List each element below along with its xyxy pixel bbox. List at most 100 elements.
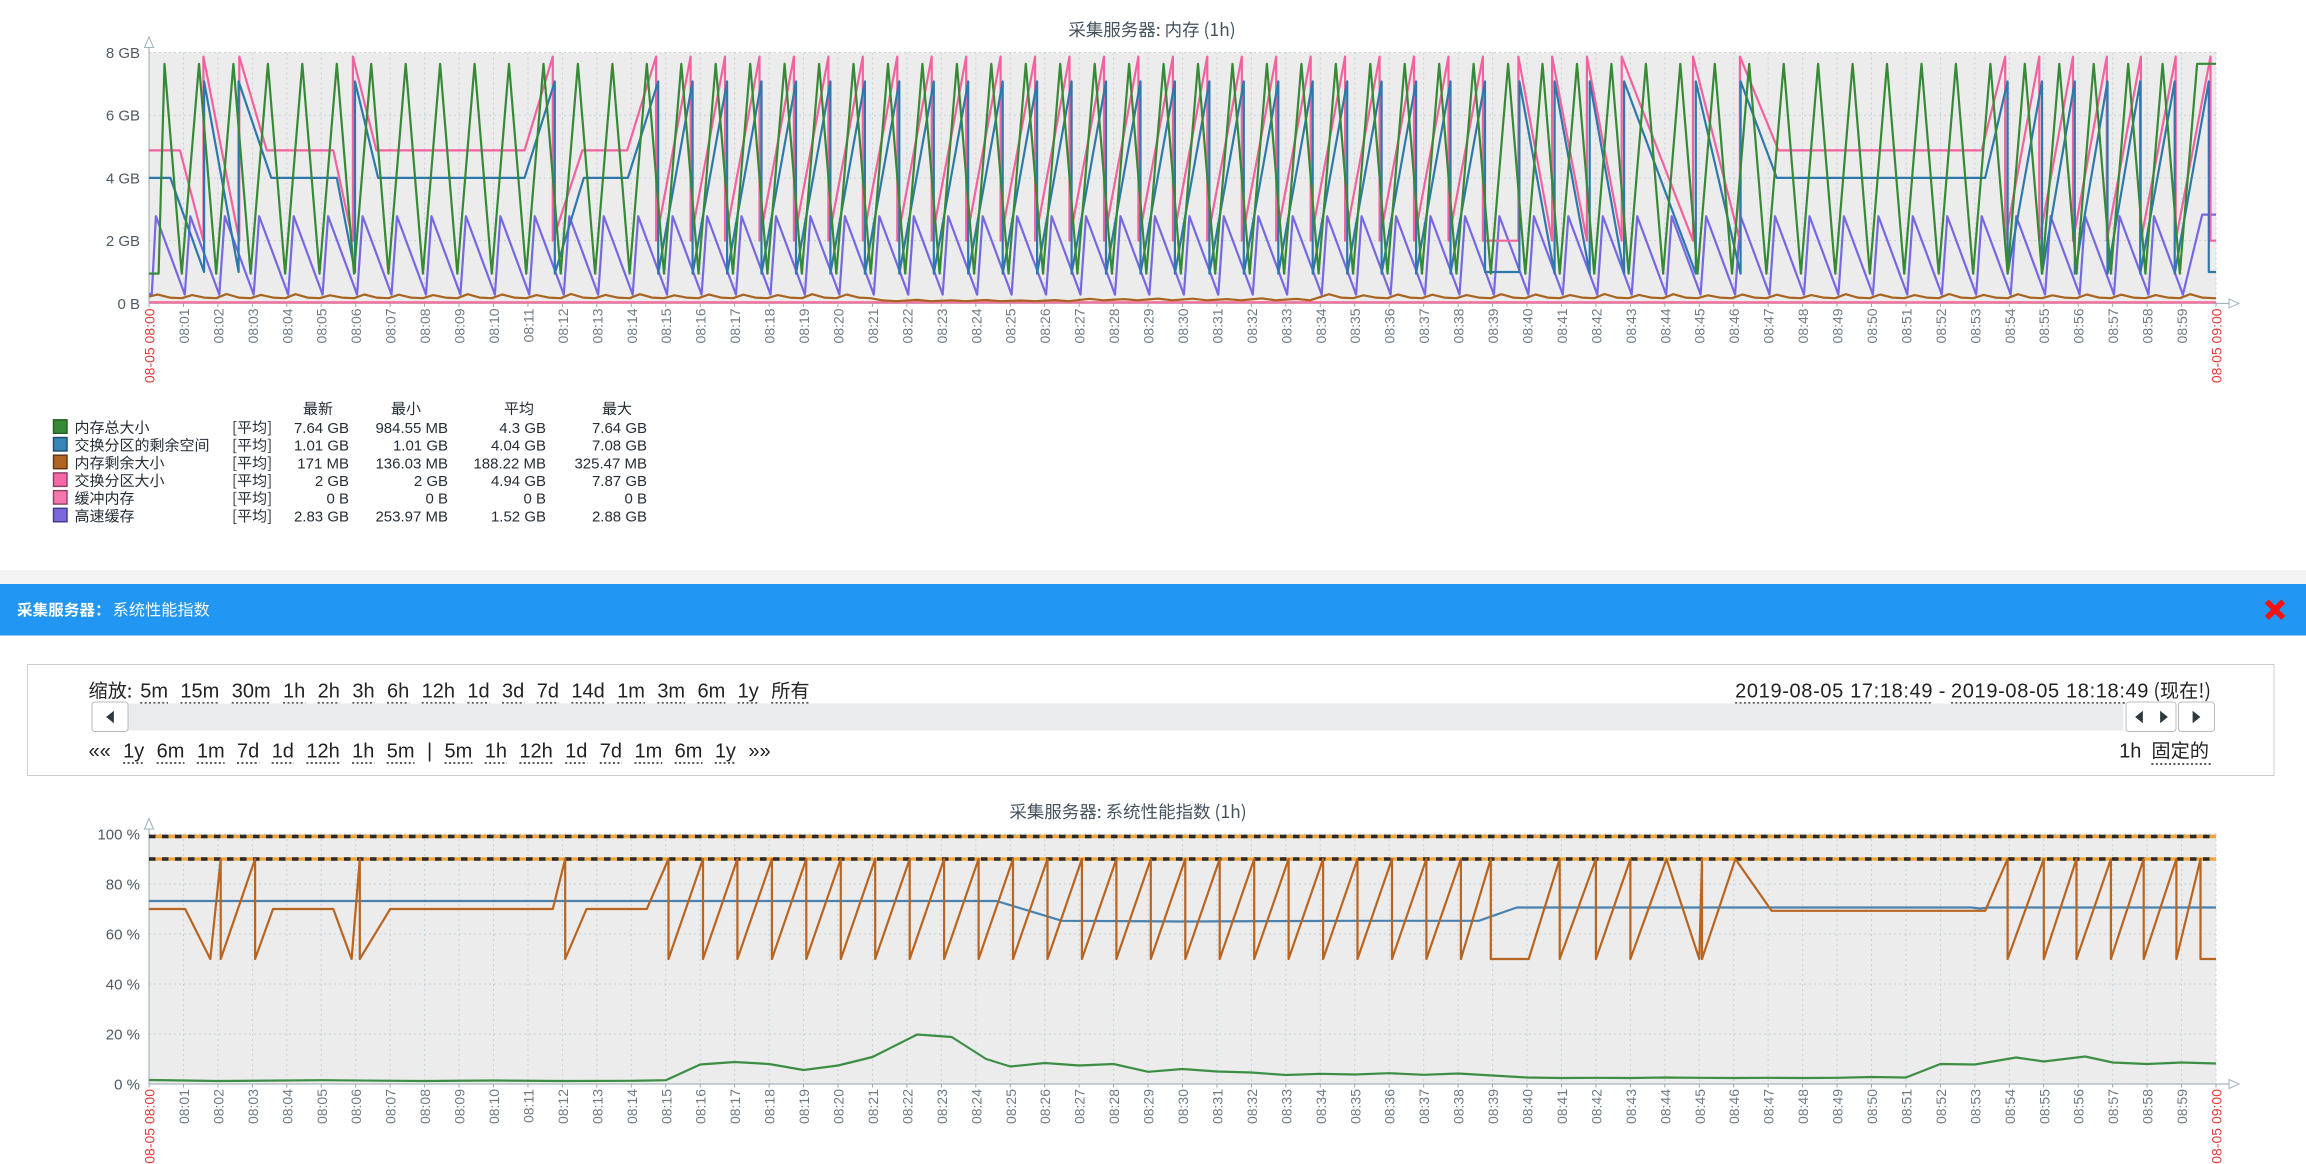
svg-text:7.64 GB: 7.64 GB [592,420,647,437]
svg-text:08:25: 08:25 [1003,1089,1019,1124]
svg-text:08:57: 08:57 [2105,308,2121,343]
svg-text:1m: 1m [634,741,662,763]
svg-text:136.03 MB: 136.03 MB [375,455,448,472]
svg-text:08:27: 08:27 [1072,1089,1088,1124]
svg-text:08:31: 08:31 [1209,308,1225,343]
svg-text:08:36: 08:36 [1382,308,1398,343]
svg-text:4 GB: 4 GB [106,170,140,187]
svg-text:08:51: 08:51 [1898,1089,1914,1124]
svg-text:08:54: 08:54 [2002,1089,2018,1124]
svg-text:171 MB: 171 MB [297,455,349,472]
svg-text:1.01 GB: 1.01 GB [393,438,448,455]
svg-text:30m: 30m [232,681,271,703]
svg-text:08:58: 08:58 [2140,308,2156,343]
svg-text:08:41: 08:41 [1554,1089,1570,1124]
svg-text:6h: 6h [387,681,409,703]
svg-text:5m: 5m [445,741,473,763]
svg-text:1d: 1d [565,741,587,763]
svg-text:08:48: 08:48 [1795,1089,1811,1124]
svg-text:08:39: 08:39 [1485,308,1501,343]
svg-text:0 B: 0 B [117,296,140,313]
svg-text:08:04: 08:04 [279,308,295,343]
svg-text:08:57: 08:57 [2105,1089,2121,1124]
svg-text:08:15: 08:15 [658,308,674,343]
svg-text:08:33: 08:33 [1278,1089,1294,1124]
svg-text:08:36: 08:36 [1382,1089,1398,1124]
svg-text:08:09: 08:09 [452,308,468,343]
svg-text:08:34: 08:34 [1313,308,1329,343]
svg-text:08:05: 08:05 [314,1089,330,1124]
svg-text:08:31: 08:31 [1209,1089,1225,1124]
svg-text:6m: 6m [697,681,725,703]
svg-text:1.52 GB: 1.52 GB [491,508,546,525]
svg-text:08:01: 08:01 [176,1089,192,1124]
svg-text:7.64 GB: 7.64 GB [294,420,349,437]
svg-text:0 B: 0 B [523,491,546,508]
svg-text:08:13: 08:13 [589,308,605,343]
svg-text:08:35: 08:35 [1347,308,1363,343]
svg-text:»»: »» [748,741,770,763]
svg-text:08:14: 08:14 [624,1089,640,1124]
svg-text:4.04 GB: 4.04 GB [491,438,546,455]
svg-text:08:27: 08:27 [1072,308,1088,343]
svg-text:6 GB: 6 GB [106,108,140,125]
svg-text:6m: 6m [157,741,185,763]
svg-text:08:59: 08:59 [2174,1089,2190,1124]
svg-text:08:26: 08:26 [1037,308,1053,343]
svg-text:60 %: 60 % [106,927,140,944]
svg-text:08:40: 08:40 [1520,1089,1536,1124]
svg-text:08:26: 08:26 [1037,1089,1053,1124]
svg-text:08:18: 08:18 [762,1089,778,1124]
svg-text:7d: 7d [600,741,622,763]
svg-text:08:25: 08:25 [1003,308,1019,343]
svg-text:7.87 GB: 7.87 GB [592,473,647,490]
svg-text:08:59: 08:59 [2174,308,2190,343]
svg-text:08:28: 08:28 [1106,1089,1122,1124]
svg-text:80 %: 80 % [106,877,140,894]
svg-text:08:30: 08:30 [1175,1089,1191,1124]
svg-text:2019-08-05 18:18:49: 2019-08-05 18:18:49 [1951,681,2149,703]
svg-text:08:55: 08:55 [2036,308,2052,343]
svg-text:08:21: 08:21 [865,1089,881,1124]
svg-text:2 GB: 2 GB [414,473,448,490]
svg-text:08:41: 08:41 [1554,308,1570,343]
svg-text:14d: 14d [571,681,604,703]
svg-text:2.88 GB: 2.88 GB [592,508,647,525]
svg-text:8 GB: 8 GB [106,45,140,62]
svg-text:08:47: 08:47 [1761,308,1777,343]
svg-text:1y: 1y [738,681,759,703]
svg-text:08:17: 08:17 [727,1089,743,1124]
svg-text:08:58: 08:58 [2140,1089,2156,1124]
svg-text:1.01 GB: 1.01 GB [294,438,349,455]
svg-text:1h: 1h [283,681,305,703]
svg-text:««: «« [89,741,111,763]
svg-text:0 %: 0 % [114,1077,140,1094]
svg-text:2h: 2h [318,681,340,703]
svg-text:1d: 1d [272,741,294,763]
svg-text:12h: 12h [519,741,552,763]
svg-text:08-05 08:00: 08-05 08:00 [142,308,158,383]
svg-text:08:13: 08:13 [589,1089,605,1124]
svg-text:1h: 1h [485,741,507,763]
svg-text:08:11: 08:11 [520,1089,536,1123]
svg-text:08:04: 08:04 [279,1089,295,1124]
svg-text:08:53: 08:53 [1967,1089,1983,1124]
svg-text:1d: 1d [467,681,489,703]
svg-text:08:10: 08:10 [486,308,502,343]
svg-text:08:23: 08:23 [934,308,950,343]
svg-text:08:20: 08:20 [831,1089,847,1124]
svg-text:08:35: 08:35 [1347,1089,1363,1124]
svg-text:20 %: 20 % [106,1027,140,1044]
svg-text:2019-08-05 17:18:49: 2019-08-05 17:18:49 [1735,681,1933,703]
svg-text:08:37: 08:37 [1416,308,1432,343]
svg-text:08:29: 08:29 [1141,308,1157,343]
svg-text:08:16: 08:16 [693,308,709,343]
svg-text:08:51: 08:51 [1898,308,1914,343]
svg-text:08:06: 08:06 [348,1089,364,1124]
svg-text:08:24: 08:24 [968,1089,984,1124]
svg-text:08:24: 08:24 [968,308,984,343]
svg-text:08:06: 08:06 [348,308,364,343]
svg-text:0 B: 0 B [326,491,349,508]
svg-text:3h: 3h [352,681,374,703]
svg-text:4.94 GB: 4.94 GB [491,473,546,490]
